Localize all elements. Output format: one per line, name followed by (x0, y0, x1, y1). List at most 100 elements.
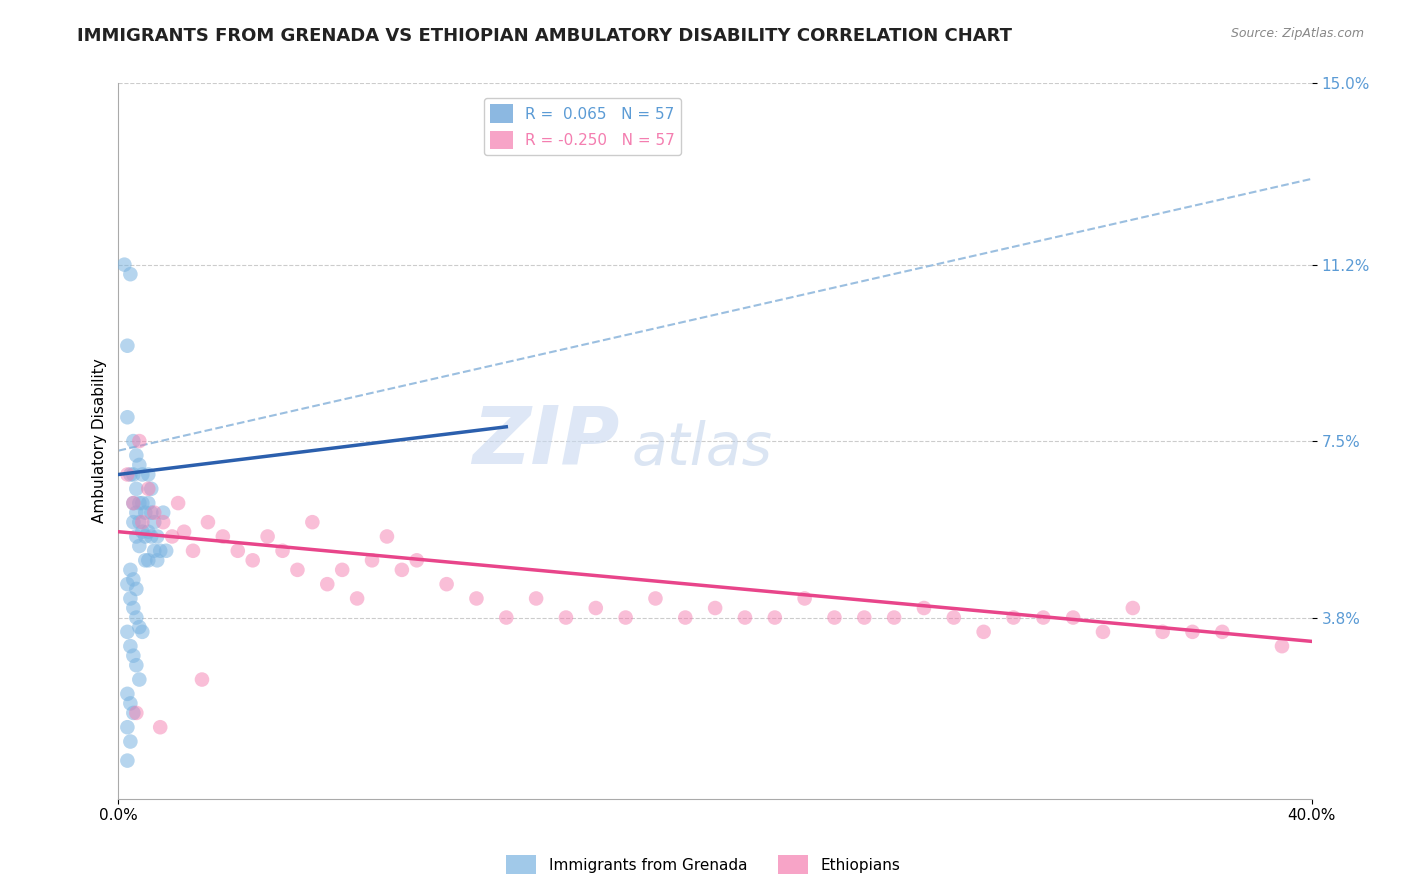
Text: Source: ZipAtlas.com: Source: ZipAtlas.com (1230, 27, 1364, 40)
Point (1181, 624, 1204, 639)
Point (942, 610, 965, 624)
Point (125, 449, 148, 463)
Point (128, 434, 150, 449)
Point (136, 524, 159, 539)
Point (117, 754, 139, 768)
Point (125, 529, 148, 543)
Point (117, 410, 139, 425)
Point (143, 543, 166, 558)
Point (883, 610, 905, 624)
Point (131, 515, 153, 529)
Point (1211, 624, 1233, 639)
Text: atlas: atlas (631, 420, 772, 476)
Point (128, 673, 150, 687)
Point (146, 553, 169, 567)
Point (495, 610, 517, 624)
Point (120, 591, 142, 606)
Point (122, 467, 145, 482)
Point (128, 496, 150, 510)
Point (117, 687, 139, 701)
Point (256, 529, 278, 543)
Point (1271, 639, 1294, 653)
Point (1091, 624, 1114, 639)
Text: IMMIGRANTS FROM GRENADA VS ETHIOPIAN AMBULATORY DISABILITY CORRELATION CHART: IMMIGRANTS FROM GRENADA VS ETHIOPIAN AMB… (77, 27, 1012, 45)
Point (117, 339, 139, 353)
Point (524, 591, 547, 606)
Legend: Immigrants from Grenada, Ethiopians: Immigrants from Grenada, Ethiopians (499, 849, 907, 880)
Point (120, 563, 142, 577)
Point (853, 610, 876, 624)
Point (330, 563, 353, 577)
Point (361, 553, 384, 567)
Point (763, 610, 786, 624)
Point (136, 482, 159, 496)
Point (704, 601, 727, 615)
Point (120, 697, 142, 711)
Point (301, 515, 323, 529)
Point (793, 591, 815, 606)
Y-axis label: Ambulatory Disability: Ambulatory Disability (93, 359, 107, 524)
Point (125, 610, 148, 624)
Point (824, 610, 846, 624)
Point (149, 543, 172, 558)
Text: ZIP: ZIP (472, 402, 620, 480)
Point (375, 529, 398, 543)
Point (173, 524, 195, 539)
Point (122, 434, 145, 449)
Point (614, 610, 637, 624)
Point (122, 515, 145, 529)
Point (120, 267, 142, 281)
Point (125, 506, 148, 520)
Point (734, 610, 756, 624)
Point (122, 601, 145, 615)
Point (316, 577, 339, 591)
Point (167, 496, 190, 510)
Point (120, 734, 142, 748)
Point (555, 610, 578, 624)
Point (125, 482, 148, 496)
Point (287, 563, 309, 577)
Point (973, 624, 995, 639)
Point (117, 577, 139, 591)
Point (134, 529, 156, 543)
Point (1002, 610, 1025, 624)
Point (131, 496, 153, 510)
Point (117, 467, 139, 482)
Point (131, 624, 153, 639)
Point (197, 515, 219, 529)
Point (141, 482, 163, 496)
Point (1032, 610, 1054, 624)
Point (155, 543, 177, 558)
Point (134, 506, 156, 520)
Point (136, 553, 159, 567)
Point (125, 582, 148, 596)
Point (122, 496, 145, 510)
Point (1152, 624, 1174, 639)
Point (128, 620, 150, 634)
Point (1062, 610, 1084, 624)
Point (122, 706, 145, 720)
Point (391, 563, 413, 577)
Point (134, 553, 156, 567)
Point (405, 553, 427, 567)
Point (128, 458, 150, 472)
Legend: R =  0.065   N = 57, R = -0.250   N = 57: R = 0.065 N = 57, R = -0.250 N = 57 (484, 98, 681, 155)
Point (346, 591, 368, 606)
Point (152, 515, 174, 529)
Point (141, 506, 163, 520)
Point (226, 543, 249, 558)
Point (242, 553, 264, 567)
Point (146, 529, 169, 543)
Point (125, 706, 148, 720)
Point (271, 543, 294, 558)
Point (128, 539, 150, 553)
Point (117, 720, 139, 734)
Point (160, 529, 183, 543)
Point (120, 639, 142, 653)
Point (152, 506, 174, 520)
Point (136, 467, 159, 482)
Point (136, 496, 159, 510)
Point (122, 496, 145, 510)
Point (465, 591, 488, 606)
Point (644, 591, 666, 606)
